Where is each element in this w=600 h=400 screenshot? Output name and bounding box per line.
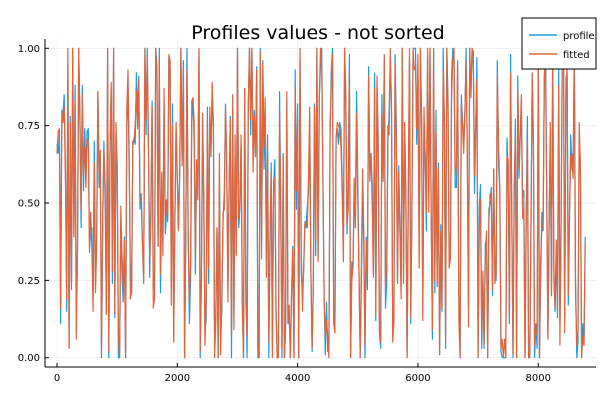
series-layer (56, 47, 586, 359)
chart-title: Profiles values - not sorted (191, 22, 444, 44)
x-tick-label: 4000 (285, 373, 310, 384)
ticks: 0 2000 4000 6000 8000 0.00 0.25 0.50 0.75 1.00 (18, 44, 551, 384)
x-tick-label: 0 (54, 373, 60, 384)
y-tick-label: 0.50 (18, 199, 40, 210)
legend-label-profile: profile (563, 31, 595, 42)
y-tick-label: 0.75 (18, 121, 40, 132)
y-tick-label: 0.00 (18, 353, 40, 364)
x-tick-label: 6000 (405, 373, 430, 384)
y-tick-label: 1.00 (18, 44, 40, 55)
y-tick-label: 0.25 (18, 276, 40, 287)
legend-label-fitted: fitted (563, 50, 590, 61)
x-tick-label: 8000 (526, 373, 551, 384)
legend-box (521, 17, 597, 70)
legend: profile fitted (521, 17, 597, 70)
x-tick-label: 2000 (165, 373, 190, 384)
series-line-fitted (56, 47, 586, 359)
